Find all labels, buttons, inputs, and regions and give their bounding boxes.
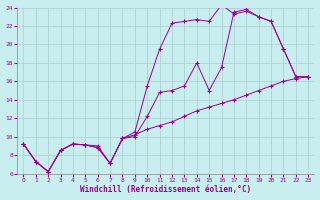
X-axis label: Windchill (Refroidissement éolien,°C): Windchill (Refroidissement éolien,°C) — [80, 185, 252, 194]
